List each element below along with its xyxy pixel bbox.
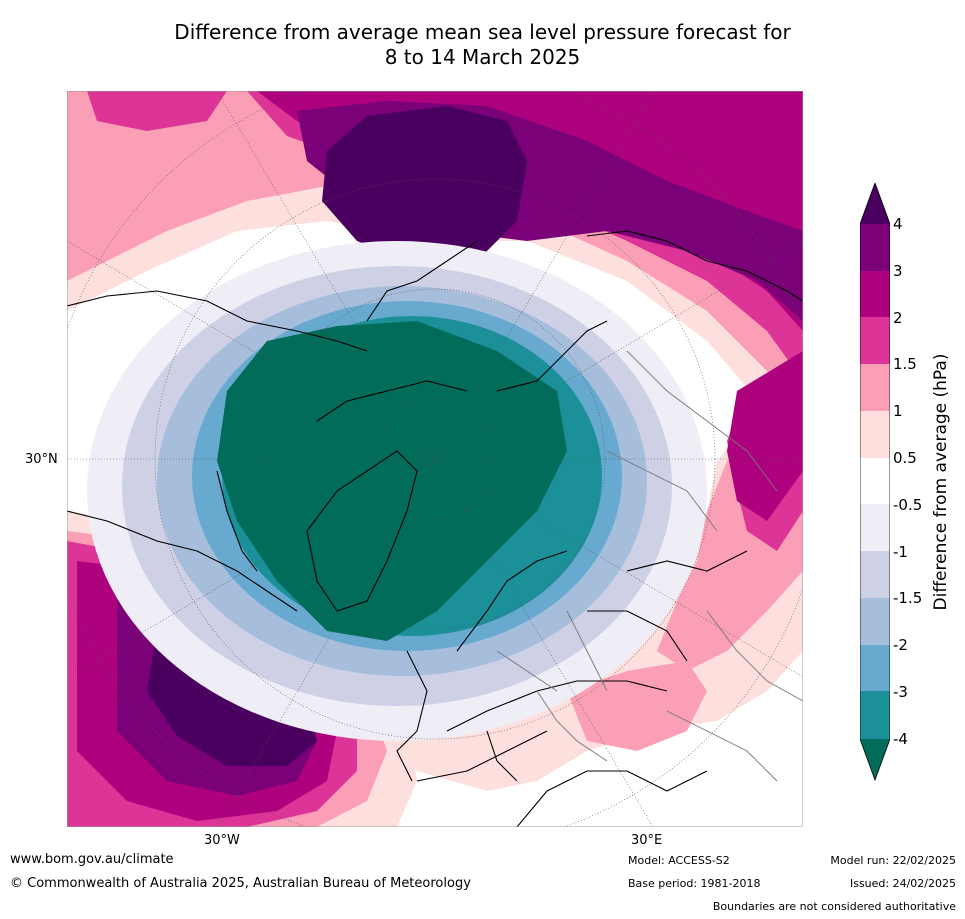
- coastlines: [67, 230, 803, 827]
- colorbar-bin-2-3: [860, 271, 890, 317]
- anomaly-purple-east: [727, 351, 803, 521]
- longitude-label-30w: 30°W: [204, 833, 240, 848]
- title-line-1: Difference from average mean sea level p…: [174, 20, 791, 44]
- footer-base-period: Base period: 1981-2018: [628, 877, 761, 890]
- colorbar-bin-1-1.5: [860, 364, 890, 411]
- anomaly-pink-europe: [567, 661, 707, 751]
- colorbar-tick-m2: -2: [893, 636, 908, 654]
- footer-model: Model: ACCESS-S2: [628, 854, 730, 867]
- colorbar: [860, 183, 890, 781]
- colorbar-tick-3: 3: [893, 262, 903, 280]
- colorbar-tick-0.5: 0.5: [893, 449, 917, 467]
- colorbar-bin-neutral: [860, 458, 890, 504]
- colorbar-bin-m3-m2: [860, 645, 890, 691]
- colorbar-extend-bottom: [860, 739, 890, 780]
- colorbar-bin-m1.5-m1: [860, 551, 890, 598]
- footer-disclaimer: Boundaries are not considered authoritat…: [712, 900, 956, 913]
- footer-model-run: Model run: 22/02/2025: [830, 854, 956, 867]
- colorbar-tick-m3: -3: [893, 683, 908, 701]
- colorbar-tick-m4: -4: [893, 730, 908, 748]
- colorbar-bin-1.5-2: [860, 317, 890, 364]
- anomaly-magenta-nw: [87, 91, 227, 131]
- anomaly-dark-teal-core: [217, 321, 567, 641]
- pressure-anomaly-map: [67, 91, 803, 827]
- anomaly-deep-purple-north: [322, 106, 527, 266]
- colorbar-bin-0.5-1: [860, 411, 890, 458]
- colorbar-tick-1: 1: [893, 402, 903, 420]
- longitude-label-30e: 30°E: [631, 833, 663, 848]
- colorbar-bin-m4-m3: [860, 691, 890, 739]
- footer-copyright: © Commonwealth of Australia 2025, Austra…: [10, 876, 471, 891]
- footer-issued: Issued: 24/02/2025: [849, 877, 956, 890]
- colorbar-tick-2: 2: [893, 309, 903, 327]
- colorbar-label: Difference from average (hPa): [931, 353, 951, 611]
- title-line-2: 8 to 14 March 2025: [384, 45, 581, 69]
- colorbar-tick-m1: -1: [893, 543, 908, 561]
- colorbar-bin-m2-m1.5: [860, 598, 890, 645]
- latitude-label-30n: 30°N: [25, 452, 58, 467]
- colorbar-tick-1.5: 1.5: [893, 355, 917, 373]
- graticule: [67, 91, 803, 827]
- map-title: Difference from average mean sea level p…: [0, 20, 965, 70]
- colorbar-tick-m0.5: -0.5: [893, 496, 923, 514]
- colorbar-tick-m1.5: -1.5: [893, 589, 923, 607]
- country-borders: [496, 350, 803, 782]
- colorbar-extend-top: [860, 183, 890, 224]
- colorbar-bin-3-4: [860, 224, 890, 271]
- footer-url: www.bom.gov.au/climate: [10, 852, 174, 867]
- colorbar-bin-m1-m0.5: [860, 504, 890, 551]
- colorbar-tick-4: 4: [893, 215, 903, 233]
